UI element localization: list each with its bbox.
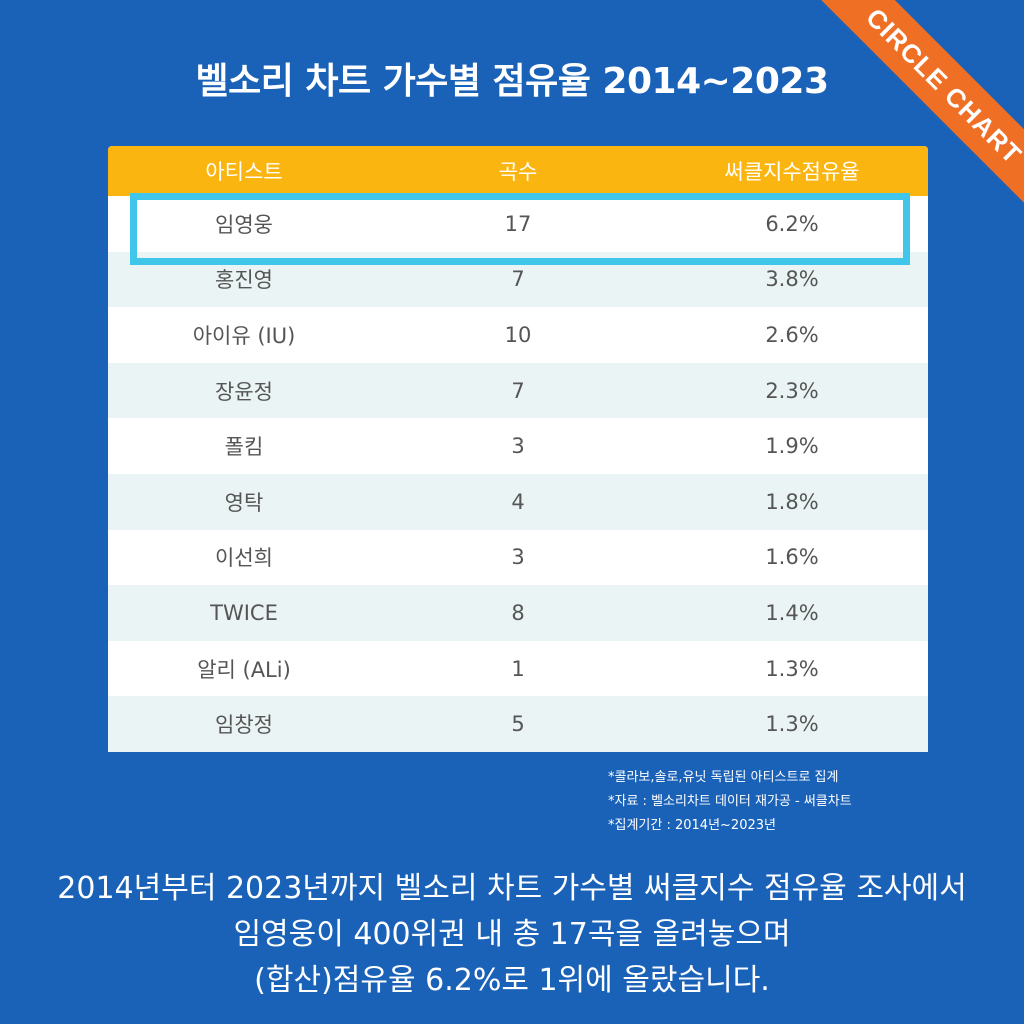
table-row: 임영웅 17 6.2%	[108, 196, 928, 252]
caption-line: (합산)점유율 6.2%로 1위에 올랐습니다.	[254, 963, 770, 998]
share-cell: 2.3%	[765, 378, 819, 403]
song-count-cell: 4	[511, 489, 525, 514]
song-count-cell: 10	[504, 322, 532, 347]
song-count-cell: 17	[504, 211, 532, 236]
table-row: 이선희 3 1.6%	[108, 529, 928, 586]
share-cell: 6.2%	[765, 211, 819, 236]
share-cell: 1.6%	[765, 545, 819, 570]
artist-cell: 홍진영	[215, 268, 273, 293]
share-cell: 1.3%	[765, 656, 819, 681]
song-count-cell: 3	[511, 545, 525, 570]
footnote: *콜라보,솔로,유닛 독립된 아티스트로 집계	[608, 770, 839, 785]
share-cell: 1.4%	[765, 600, 819, 625]
table-row: 알리 (ALi) 1 1.3%	[108, 640, 928, 697]
table-row: 아이유 (IU) 10 2.6%	[108, 307, 928, 363]
table-row: 폴킴 3 1.9%	[108, 418, 928, 474]
artist-cell: 이선희	[215, 546, 273, 571]
artist-cell: 임영웅	[215, 212, 273, 237]
song-count-cell: 1	[511, 656, 525, 681]
table-row: 장윤정 7 2.3%	[108, 362, 928, 419]
header-artist: 아티스트	[205, 160, 283, 184]
header-songs: 곡수	[498, 160, 538, 184]
table-row: 홍진영 7 3.8%	[108, 251, 928, 308]
footnotes: *콜라보,솔로,유닛 독립된 아티스트로 집계 *자료 : 벨소리차트 데이터 …	[608, 766, 852, 838]
chart-title: 벨소리 차트 가수별 점유율 2014~2023	[195, 61, 829, 102]
artist-cell: 임창정	[215, 713, 273, 738]
artist-cell: 알리 (ALi)	[197, 657, 291, 682]
share-cell: 2.6%	[765, 322, 819, 347]
song-count-cell: 3	[511, 434, 525, 459]
share-cell: 3.8%	[765, 267, 819, 292]
caption-line: 임영웅이 400위권 내 총 17곡을 올려놓으며	[233, 917, 791, 952]
ranking-table: 아티스트 곡수 써클지수점유율 임영웅 17 6.2% 홍진영 7 3.8% 아이유 (IU…	[108, 146, 928, 752]
song-count-cell: 8	[511, 600, 525, 625]
artist-cell: 영탁	[224, 490, 264, 515]
caption-line: 2014년부터 2023년까지 벨소리 차트 가수별 써클지수 점유율 조사에서	[57, 871, 967, 906]
summary-caption: 2014년부터 2023년까지 벨소리 차트 가수별 써클지수 점유율 조사에서…	[0, 866, 1024, 1004]
table-header: 아티스트 곡수 써클지수점유율	[108, 146, 928, 196]
song-count-cell: 7	[511, 267, 525, 292]
artist-cell: 장윤정	[215, 379, 273, 404]
share-cell: 1.8%	[765, 489, 819, 514]
footnote: *집계기간 : 2014년~2023년	[608, 818, 776, 833]
artist-cell: 폴킴	[224, 435, 264, 460]
table-body: 임영웅 17 6.2% 홍진영 7 3.8% 아이유 (IU) 10 2.6% 장윤정 7 2.3% 폴…	[108, 196, 928, 752]
share-cell: 1.3%	[765, 712, 819, 737]
footnote: *자료 : 벨소리차트 데이터 재가공 - 써클차트	[608, 794, 852, 809]
table-row: 임창정 5 1.3%	[108, 696, 928, 752]
song-count-cell: 7	[511, 378, 525, 403]
share-cell: 1.9%	[765, 434, 819, 459]
header-share: 써클지수점유율	[724, 160, 860, 184]
table-row: TWICE 8 1.4%	[108, 585, 928, 641]
song-count-cell: 5	[511, 712, 525, 737]
artist-cell: TWICE	[210, 600, 278, 625]
artist-cell: 아이유 (IU)	[192, 323, 296, 348]
table-row: 영탁 4 1.8%	[108, 473, 928, 530]
